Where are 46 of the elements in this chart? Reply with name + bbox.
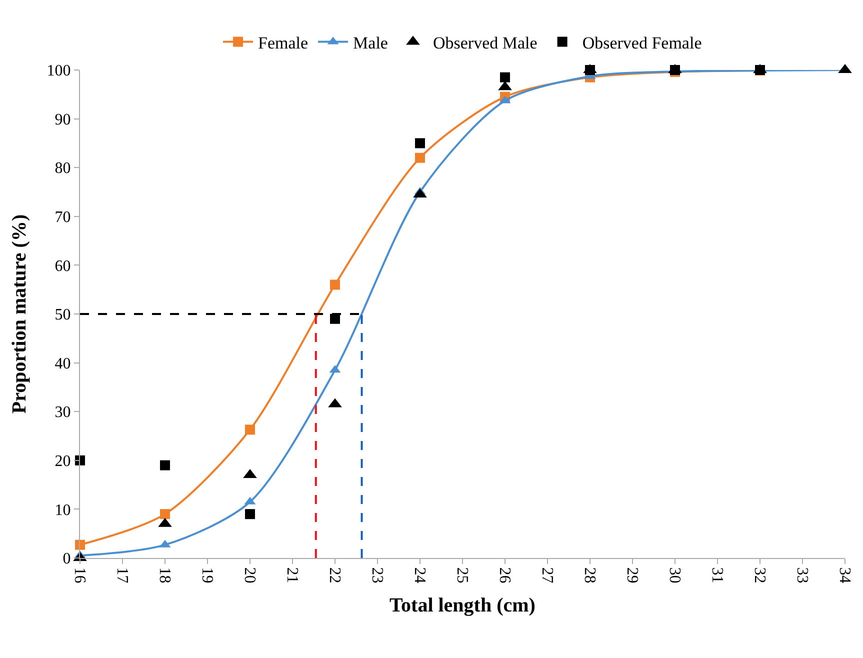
x-tick-label: 33 [793, 567, 810, 584]
x-tick-label: 16 [70, 567, 88, 584]
x-tick-label: 27 [538, 567, 556, 584]
y-tick-label: 50 [54, 306, 71, 324]
x-tick-label: 25 [453, 567, 470, 584]
legend-label: Observed Male [432, 33, 538, 52]
x-axis-title: Total length (cm) [390, 594, 536, 617]
point [75, 540, 85, 550]
point [330, 314, 340, 324]
y-axis-title: Proportion mature (%) [8, 214, 30, 414]
y-tick-label: 10 [54, 502, 71, 519]
y-tick-label: 0 [62, 550, 71, 568]
y-tick-label: 70 [54, 209, 71, 226]
y-tick-label: 90 [54, 111, 71, 128]
y-tick-label: 100 [46, 62, 71, 80]
y-tick-label: 80 [54, 160, 71, 178]
y-tick-label: 20 [54, 453, 71, 470]
point [160, 509, 170, 520]
point [500, 72, 510, 82]
y-tick-label: 40 [54, 355, 71, 372]
x-tick-label: 30 [666, 567, 683, 584]
x-tick-label: 28 [580, 567, 598, 584]
x-tick-label: 26 [496, 567, 513, 584]
point [330, 280, 340, 290]
legend-label: Male [353, 33, 388, 52]
y-tick-label: 60 [54, 258, 71, 275]
y-tick-label: 30 [54, 404, 71, 422]
x-tick-label: 22 [326, 567, 343, 584]
x-tick-label: 32 [750, 567, 768, 584]
point [245, 424, 255, 435]
x-tick-label: 20 [240, 567, 258, 584]
legend-label: Female [258, 33, 308, 52]
x-tick-label: 24 [410, 567, 428, 584]
x-tick-label: 17 [113, 567, 130, 584]
x-tick-label: 21 [283, 567, 300, 584]
point [245, 509, 255, 520]
x-tick-label: 19 [198, 567, 216, 584]
point [415, 138, 425, 148]
point [160, 460, 170, 470]
x-tick-label: 18 [156, 567, 173, 584]
x-tick-label: 29 [623, 567, 640, 584]
legend-label: Observed Female [582, 33, 702, 52]
point [415, 152, 425, 163]
x-tick-label: 34 [836, 567, 853, 584]
x-tick-label: 31 [708, 567, 726, 584]
x-tick-label: 23 [368, 567, 386, 584]
